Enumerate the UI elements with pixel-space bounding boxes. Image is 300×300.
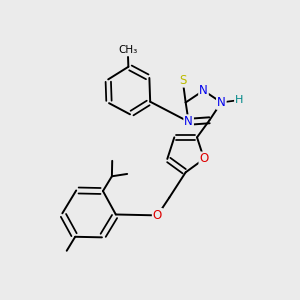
Text: O: O (153, 209, 162, 222)
Text: S: S (179, 74, 186, 87)
Text: O: O (200, 152, 209, 165)
Text: CH₃: CH₃ (118, 46, 138, 56)
Text: N: N (184, 115, 193, 128)
Text: H: H (235, 95, 243, 105)
Text: N: N (217, 96, 226, 109)
Text: N: N (199, 84, 208, 97)
